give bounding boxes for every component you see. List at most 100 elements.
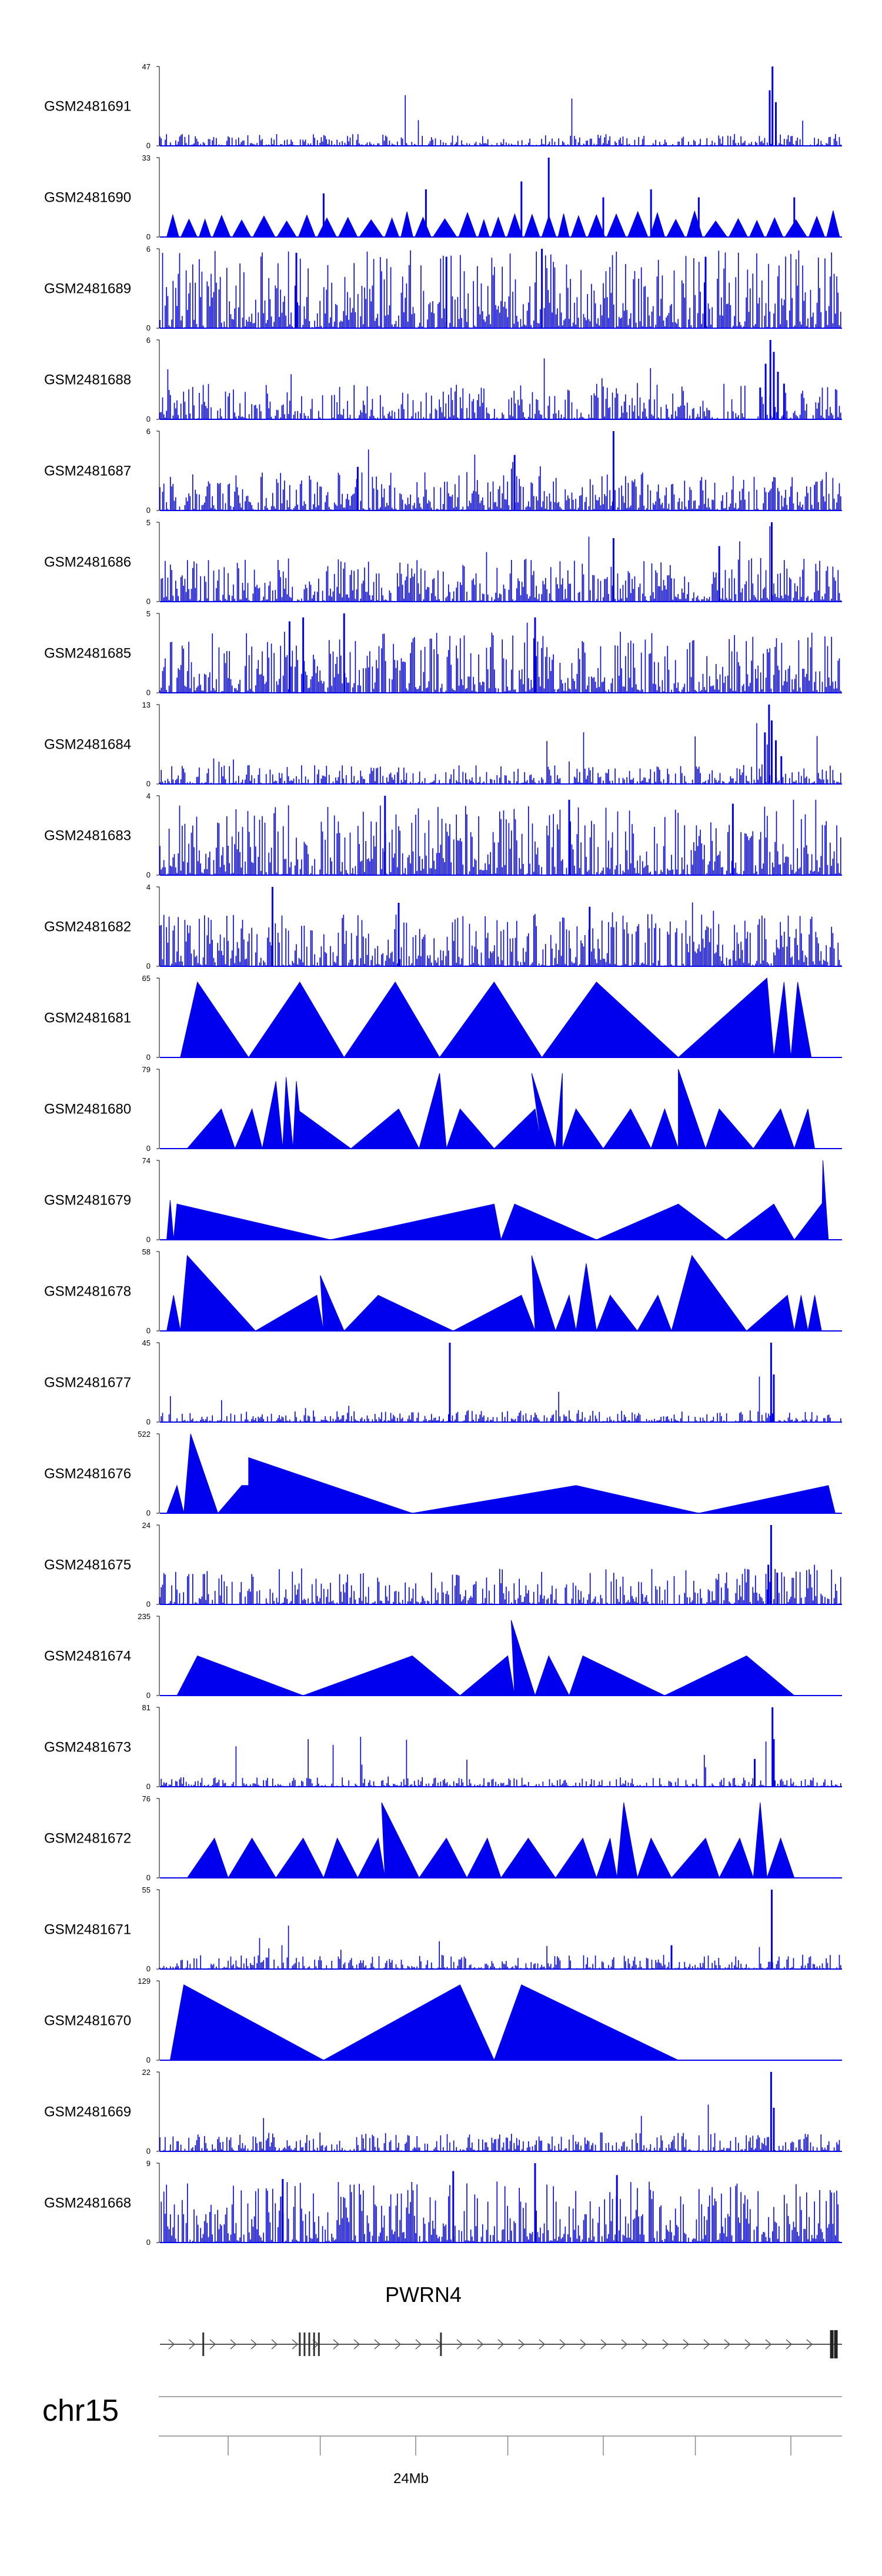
signal-peak	[771, 720, 773, 784]
strand-arrow	[518, 2339, 525, 2350]
signal-peak	[356, 466, 359, 511]
signal-peak	[271, 887, 273, 966]
track-GSM2481671: GSM2481671 55 0	[44, 1886, 842, 1973]
strand-arrow	[333, 2339, 340, 2350]
track-label: GSM2481684	[44, 737, 131, 753]
signal-peak	[783, 383, 785, 420]
strand-arrow	[477, 2339, 484, 2350]
y-zero-label: 0	[146, 232, 151, 241]
strand-arrow	[580, 2339, 587, 2350]
track-label: GSM2481690	[44, 190, 131, 206]
signal-peak	[769, 90, 771, 146]
track-label: GSM2481670	[44, 2013, 131, 2029]
signal-peak	[773, 352, 775, 420]
signal-peak	[322, 193, 325, 238]
signal-bars	[159, 2181, 841, 2243]
track-label: GSM2481689	[44, 281, 131, 297]
track-GSM2481691: GSM2481691 47 0	[44, 62, 842, 150]
y-zero-label: 0	[146, 415, 151, 423]
signal-peak	[612, 538, 614, 602]
signal-peak	[775, 740, 777, 785]
track-label: GSM2481676	[44, 1466, 131, 1482]
y-zero-label: 0	[146, 1509, 151, 1517]
signal-bars	[161, 1737, 841, 1787]
signal-peak	[704, 256, 707, 328]
signal-peak	[612, 431, 614, 510]
signal-peak	[731, 803, 734, 875]
strand-arrow	[600, 2339, 607, 2350]
strand-arrow	[662, 2339, 669, 2350]
strand-arrow	[395, 2339, 402, 2350]
signal-area	[166, 1433, 836, 1514]
signal-peak	[771, 66, 774, 146]
signal-peak	[397, 903, 400, 966]
track-GSM2481675: GSM2481675 24 0	[44, 1521, 842, 1609]
signal-peak	[775, 102, 777, 146]
signal-peak	[602, 197, 604, 237]
signal-peak	[769, 340, 771, 419]
signal-peak	[697, 197, 700, 237]
track-label: GSM2481673	[44, 1740, 131, 1756]
y-zero-label: 0	[146, 1326, 151, 1335]
strand-arrow	[683, 2339, 690, 2350]
track-label: GSM2481672	[44, 1831, 131, 1847]
axis-ticks	[228, 2436, 791, 2455]
y-max-label: 24	[142, 1521, 151, 1530]
signal-peak	[759, 388, 761, 419]
strand-arrow	[559, 2339, 566, 2350]
strand-arrow	[703, 2339, 710, 2350]
signal-peak	[343, 613, 345, 693]
signal-peak	[771, 1890, 773, 1969]
signal-bars	[159, 1376, 841, 1422]
signal-peak	[770, 1343, 772, 1422]
track-GSM2481676: GSM2481676 522 0	[44, 1430, 842, 1517]
signal-peak	[547, 158, 550, 237]
track-GSM2481688: GSM2481688 6 0	[44, 336, 842, 423]
track-GSM2481677: GSM2481677 45 0	[44, 1339, 842, 1426]
track-GSM2481669: GSM2481669 22 0	[44, 2068, 842, 2155]
track-label: GSM2481682	[44, 919, 131, 935]
signal-area	[166, 210, 840, 238]
signal-bars	[159, 723, 841, 784]
signal-peak	[541, 249, 543, 328]
track-label: GSM2481671	[44, 1922, 131, 1938]
chromosome-label: chr15	[42, 2394, 119, 2428]
signal-peak	[650, 189, 652, 237]
y-max-label: 74	[142, 1156, 151, 1165]
axis-tick-label: 24Mb	[393, 2471, 429, 2487]
y-zero-label: 0	[146, 1235, 151, 1244]
track-label: GSM2481683	[44, 828, 131, 844]
signal-area	[186, 1069, 816, 1150]
y-max-label: 6	[146, 245, 151, 253]
signal-peak	[534, 617, 536, 693]
signal-peak	[770, 1525, 772, 1604]
y-max-label: 6	[146, 336, 151, 345]
signal-bars	[159, 1926, 841, 1969]
y-max-label: 81	[142, 1703, 151, 1712]
track-label: GSM2481679	[44, 1193, 131, 1209]
track-GSM2481673: GSM2481673 81 0	[44, 1703, 842, 1791]
y-max-label: 58	[142, 1247, 151, 1256]
track-GSM2481682: GSM2481682 4 0	[44, 883, 842, 970]
y-zero-label: 0	[146, 2147, 151, 2155]
strand-arrow	[806, 2339, 813, 2350]
strand-arrow	[497, 2339, 505, 2350]
y-max-label: 22	[142, 2068, 151, 2077]
y-zero-label: 0	[146, 779, 151, 788]
track-GSM2481686: GSM2481686 5 0	[44, 518, 842, 606]
signal-peak	[452, 2171, 455, 2243]
signal-peak	[771, 1707, 774, 1787]
gene-name-label: PWRN4	[385, 2283, 462, 2307]
track-label: GSM2481685	[44, 646, 131, 662]
signal-peak	[764, 363, 767, 419]
y-zero-label: 0	[146, 1691, 151, 1700]
y-max-label: 4	[146, 792, 151, 800]
signal-peak	[513, 455, 516, 510]
track-GSM2481689: GSM2481689 6 0	[44, 245, 842, 332]
signal-area	[180, 977, 812, 1058]
signal-bars	[159, 622, 841, 693]
signal-peak	[793, 197, 796, 237]
signal-peak	[568, 799, 570, 876]
track-GSM2481681: GSM2481681 65 0	[44, 974, 842, 1062]
y-zero-label: 0	[146, 962, 151, 970]
